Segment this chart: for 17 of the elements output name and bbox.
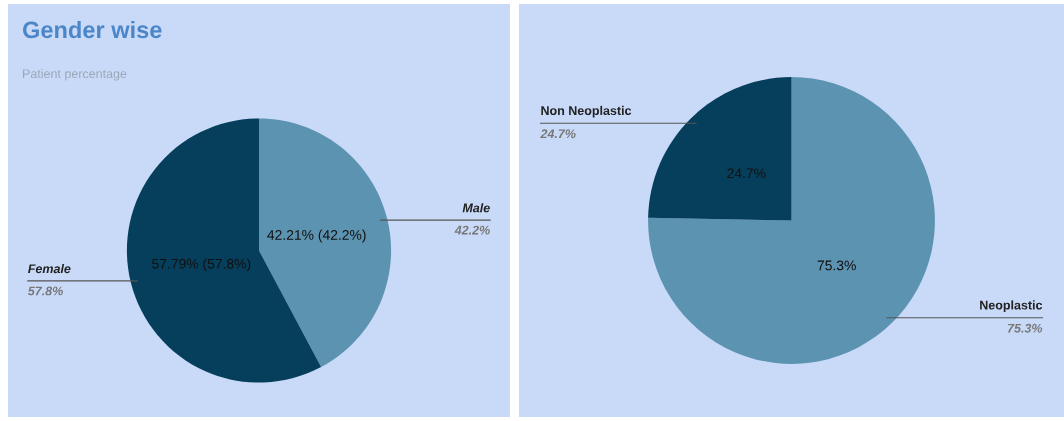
slice-label: Neoplastic bbox=[980, 300, 1043, 313]
pie-slice bbox=[648, 77, 935, 364]
pie-slice bbox=[648, 77, 792, 221]
data-label: 57.79% (57.8%) bbox=[152, 258, 251, 272]
text: 57.8% bbox=[27, 286, 63, 296]
slice-label: Non Neoplastic bbox=[541, 105, 632, 118]
data-label: 24.7% bbox=[727, 168, 766, 179]
chart-title: Gender wise bbox=[22, 20, 162, 39]
data-label: 42.21% (42.2%) bbox=[267, 229, 366, 243]
text: 75.3% bbox=[1007, 323, 1043, 333]
text: 42.2% bbox=[454, 225, 490, 235]
data-label: 75.3% bbox=[817, 260, 856, 271]
slice-label: Male bbox=[462, 203, 490, 213]
text: 24.7% bbox=[540, 129, 576, 139]
slice-label: Female bbox=[28, 263, 71, 274]
pie-slice bbox=[259, 118, 392, 368]
chart-subtitle: Patient percentage bbox=[23, 68, 127, 81]
